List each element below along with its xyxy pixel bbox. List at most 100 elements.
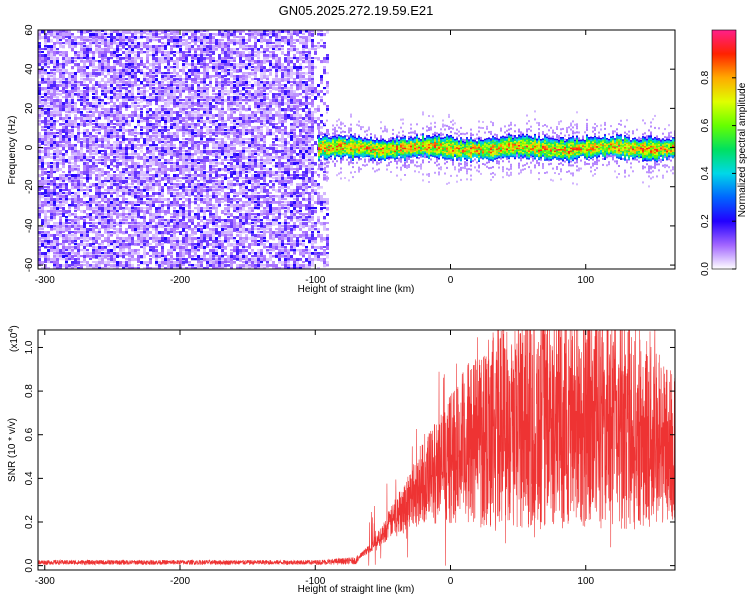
heat-cell [203, 174, 206, 178]
heat-cell [80, 45, 83, 49]
heat-cell [74, 111, 77, 113]
heat-cell [71, 132, 74, 136]
heat-cell [272, 123, 275, 127]
heat-cell [266, 60, 269, 63]
heat-cell [65, 96, 68, 99]
heat-cell [167, 108, 170, 112]
heat-cell [206, 45, 209, 49]
heat-cell [41, 108, 44, 112]
heat-cell [98, 222, 101, 225]
heat-cell [83, 123, 86, 127]
heat-cell [59, 75, 62, 79]
heat-cell [179, 183, 182, 186]
heat-cell [116, 210, 119, 213]
heat-cell [74, 222, 77, 225]
heat-cell [311, 162, 314, 165]
heat-cell [239, 60, 242, 64]
heat-cell [188, 180, 191, 184]
heat-cell [143, 51, 146, 54]
heat-cell [59, 105, 62, 109]
heat-cell [59, 159, 62, 162]
heat-cell [305, 135, 308, 139]
heat-cell [62, 147, 65, 151]
heat-cell [122, 207, 125, 210]
heat-cell [125, 48, 128, 51]
heat-cell [242, 36, 245, 40]
heat-cell [50, 126, 53, 129]
heat-cell [218, 99, 221, 102]
heat-cell [101, 114, 104, 117]
heat-cell [227, 219, 230, 222]
heat-cell [308, 192, 311, 195]
heat-cell [311, 129, 314, 132]
heat-cell [41, 96, 44, 98]
heat-cell [314, 96, 317, 100]
heat-cell [44, 183, 47, 185]
heat-cell [173, 210, 176, 213]
heat-cell [299, 138, 302, 142]
heat-cell [308, 120, 311, 124]
heat-cell [155, 102, 158, 106]
heat-cell [131, 60, 134, 64]
heat-cell [257, 78, 260, 82]
heat-cell [296, 87, 299, 91]
heat-cell [269, 198, 272, 201]
heat-cell [179, 168, 182, 172]
heat-cell [188, 195, 191, 197]
heat-cell [230, 33, 233, 37]
heat-cell [128, 42, 131, 45]
heat-cell [98, 114, 101, 118]
heat-cell [206, 210, 209, 212]
heat-cell [302, 189, 305, 192]
heat-cell [47, 189, 50, 193]
heat-cell [275, 162, 278, 165]
heat-cell [164, 168, 167, 172]
heat-cell [215, 33, 218, 36]
heat-cell [314, 141, 317, 145]
heat-cell [311, 138, 314, 141]
heat-cell [308, 162, 311, 166]
heat-cell [38, 150, 41, 154]
heat-cell [209, 207, 212, 210]
heat-cell [188, 48, 191, 51]
heat-cell [50, 180, 53, 183]
heat-cell [140, 48, 143, 51]
heat-cell [311, 198, 314, 201]
heat-cell [233, 36, 236, 39]
heat-cell [98, 156, 101, 159]
heat-cell [194, 144, 197, 148]
heat-cell [158, 141, 161, 144]
heat-cell [41, 162, 44, 166]
heat-cell [158, 48, 161, 52]
heat-cell [119, 75, 122, 79]
heat-cell [185, 60, 188, 63]
heat-cell [188, 213, 191, 217]
heat-cell [266, 78, 269, 81]
heat-cell [314, 171, 317, 174]
heat-cell [221, 102, 224, 106]
heat-cell [260, 210, 263, 213]
heat-cell [254, 117, 257, 121]
heat-cell [272, 159, 275, 162]
heat-cell [179, 39, 182, 42]
heat-cell [227, 66, 230, 69]
heat-cell [86, 105, 89, 108]
heat-cell [239, 105, 242, 109]
heat-cell [272, 171, 275, 175]
heat-cell [233, 42, 236, 46]
heat-cell [254, 72, 257, 75]
heat-cell [212, 162, 215, 165]
heat-cell [302, 102, 305, 106]
heat-cell [236, 159, 239, 163]
heat-cell [293, 204, 296, 207]
heat-cell [68, 75, 71, 78]
heat-cell [149, 123, 152, 127]
heat-cell [302, 39, 305, 43]
heat-cell [269, 54, 272, 58]
heat-cell [260, 204, 263, 208]
heat-cell [53, 198, 56, 202]
heat-cell [224, 99, 227, 103]
heat-cell [110, 180, 113, 183]
heat-cell [278, 78, 281, 81]
heat-cell [278, 81, 281, 85]
